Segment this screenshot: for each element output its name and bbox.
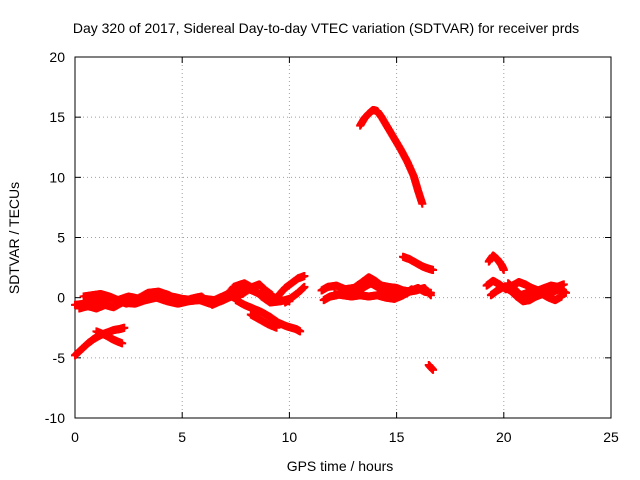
x-tick-label: 25 [603,429,619,445]
series-track-7 [246,310,281,332]
y-tick-label: -5 [53,350,66,366]
data-point [296,327,305,336]
data-point [499,265,508,274]
series-track-8 [274,272,309,300]
data-point [300,272,309,281]
data-point [429,265,438,274]
data-point [118,339,127,348]
series-track-16 [484,251,508,274]
data-points [71,105,570,374]
series-track-12 [330,285,416,303]
data-point [426,288,435,297]
series-track-2 [92,327,127,348]
axis-ticks: 0 5 10 15 20 25 -10 -5 0 5 10 15 20 [45,49,619,445]
series-track-19 [504,279,570,300]
x-tick-label: 10 [282,429,298,445]
series-track-14 [399,252,438,274]
data-point [300,282,309,291]
x-tick-label: 20 [496,429,512,445]
y-tick-label: -10 [45,410,65,426]
x-tick-label: 0 [71,429,79,445]
grid [75,57,611,418]
data-point [429,365,438,374]
series-track-15 [424,361,438,374]
y-tick-label: 10 [49,169,65,185]
series-track-13 [356,105,427,208]
y-tick-label: 15 [49,109,65,125]
data-point [559,280,568,289]
data-point [120,323,129,332]
chart-title: Day 320 of 2017, Sidereal Day-to-day VTE… [73,20,579,36]
y-tick-label: 5 [57,230,65,246]
y-tick-label: 0 [57,290,65,306]
series-track-6 [231,296,305,336]
y-tick-label: 20 [49,49,65,65]
x-tick-label: 5 [178,429,186,445]
x-axis-label: GPS time / hours [287,458,394,474]
series-track-9 [281,282,309,307]
data-point [407,285,416,294]
series-track-5 [79,279,294,309]
data-point [561,288,570,297]
x-tick-label: 15 [389,429,405,445]
data-point [272,323,281,332]
y-axis-label: SDTVAR / TECUs [6,182,22,294]
data-point [418,199,427,208]
